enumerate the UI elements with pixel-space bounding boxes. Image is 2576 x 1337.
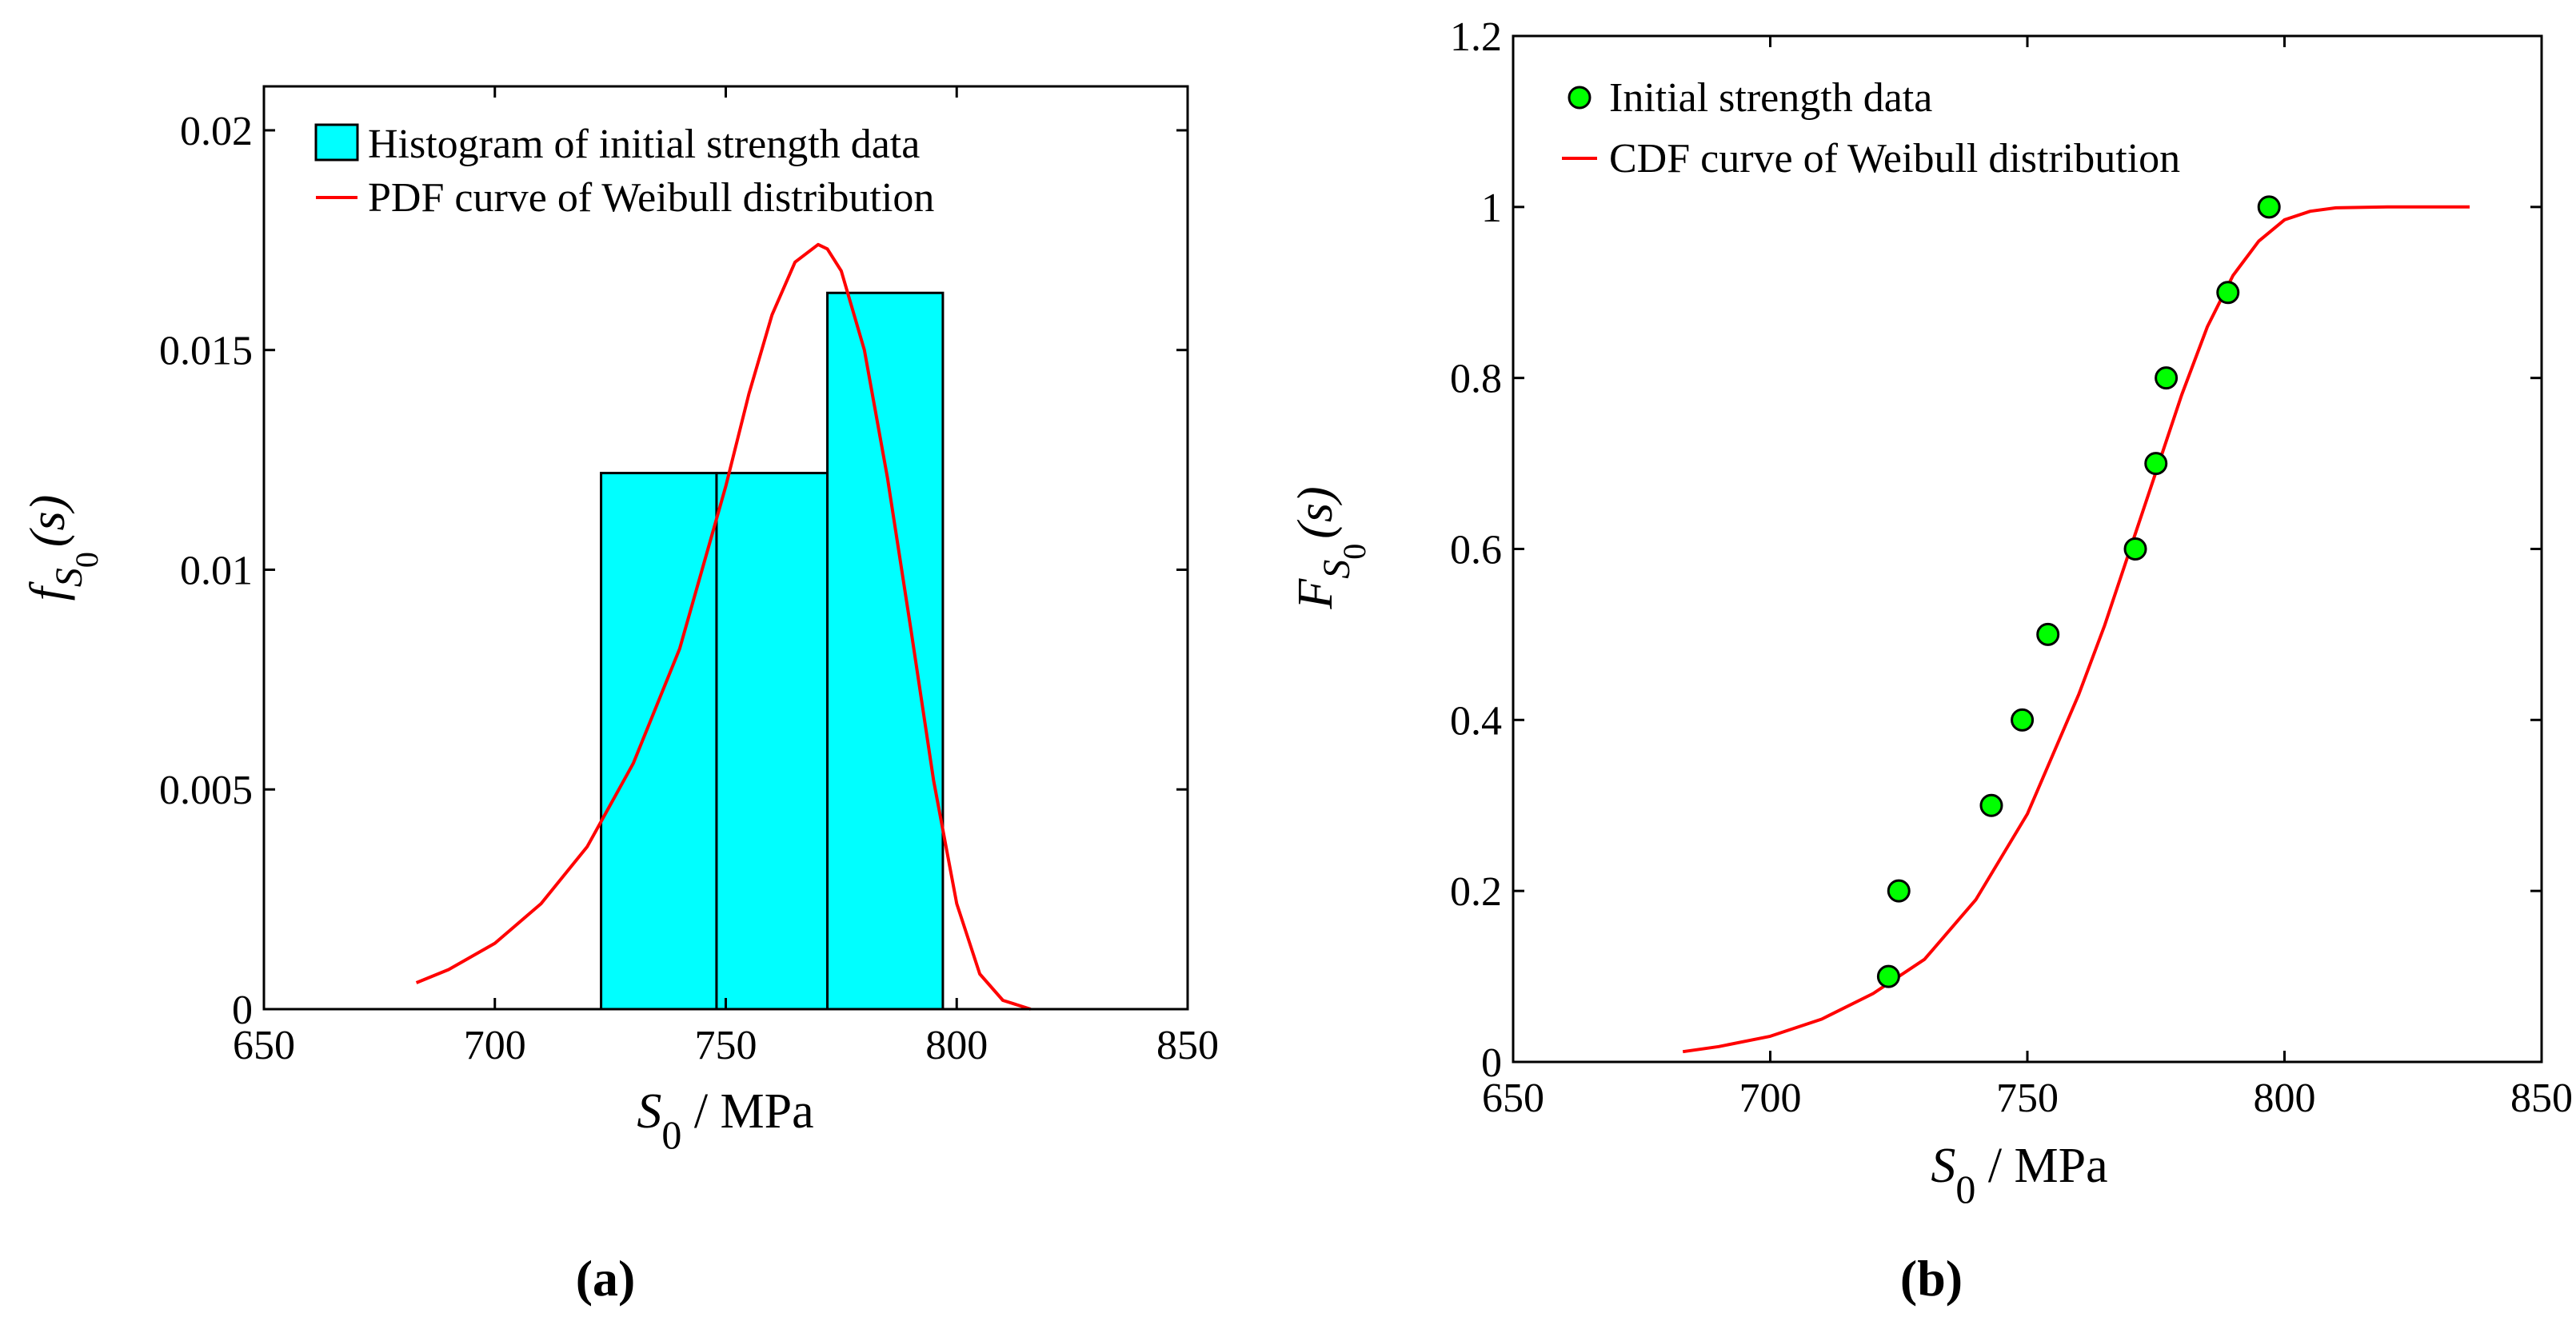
y-tick-label: 0.015 (159, 329, 253, 374)
x-axis-label-unit: / MPa (1975, 1139, 2107, 1193)
y-axis-label-arg: (s) (21, 495, 75, 547)
panel-caption-b: (b) (1900, 1250, 1963, 1307)
histogram-bar-1 (600, 472, 718, 1011)
x-tick-label: 850 (1156, 1023, 1219, 1068)
data-point (2123, 537, 2147, 561)
x-tick-label: 700 (1739, 1076, 1802, 1121)
y-tick-label: 1.2 (1450, 14, 1502, 60)
y-tick-label: 0.005 (159, 768, 253, 813)
x-tick-label: 750 (1996, 1076, 2059, 1121)
x-axis-label-subscript: 0 (1955, 1167, 1975, 1211)
legend-marker (1568, 86, 1592, 110)
x-tick-label: 750 (695, 1023, 757, 1068)
y-tick-label: 0.6 (1450, 528, 1502, 573)
y-tick-label: 0.02 (180, 109, 253, 154)
ticks-b: 650 700 750 800 850 0 0.2 0.4 0.6 0.8 1 1.2 (1450, 14, 2573, 1121)
data-point (2144, 452, 2168, 476)
y-axis-label-sub2: 0 (69, 552, 105, 568)
data-point (2011, 708, 2035, 732)
x-tick-label: 700 (464, 1023, 526, 1068)
panel-b: 650 700 750 800 850 0 0.2 0.4 0.6 0.8 1 1.2 Initial… (1288, 14, 2573, 1307)
y-tick-label: 0.2 (1450, 869, 1502, 915)
y-tick-label: 0.01 (180, 548, 253, 593)
x-axis-label-unit: / MPa (681, 1084, 813, 1139)
data-point (1979, 793, 2003, 817)
legend-a: Histogram of initial strength data PDF c… (314, 122, 934, 221)
x-axis-label-b: S0 / MPa (1931, 1139, 2107, 1211)
y-tick-label: 0.8 (1450, 357, 1502, 402)
legend-pdf-label: PDF curve of Weibull distribution (368, 175, 934, 221)
ticks-a: 650 700 750 800 850 0 0.005 0.01 0.015 0.02 (159, 86, 1219, 1068)
histogram-bars (600, 291, 945, 1011)
y-axis-label-arg: (s) (1288, 486, 1343, 538)
x-tick-label: 800 (2254, 1076, 2316, 1121)
y-tick-label: 0 (232, 988, 253, 1033)
data-points (1876, 195, 2281, 988)
plot-frame-b (1512, 34, 2543, 1064)
panel-a: 650 700 750 800 850 0 0.005 0.01 0.015 0.02 Histo… (21, 85, 1219, 1307)
data-point (1876, 964, 1900, 988)
cdf-curve-group (1682, 205, 2470, 1054)
legend-histogram-label: Histogram of initial strength data (368, 122, 920, 167)
weibull-cdf-curve (1682, 205, 2470, 1054)
x-axis-label-main: S (637, 1084, 661, 1139)
x-axis-label-a: S0 / MPa (637, 1084, 813, 1157)
data-point (2036, 622, 2060, 646)
x-tick-label: 850 (2510, 1076, 2573, 1121)
panel-caption-a: (a) (576, 1250, 636, 1307)
x-tick-label: 800 (925, 1023, 988, 1068)
x-tick-label: 650 (233, 1023, 295, 1068)
y-axis-label-main: F (1288, 578, 1343, 610)
data-point (1887, 879, 1911, 903)
y-tick-label: 0.4 (1450, 698, 1502, 744)
y-axis-label-sub2: 0 (1336, 544, 1372, 560)
y-tick-label: 0 (1481, 1040, 1502, 1086)
data-point (2257, 195, 2281, 219)
weibull-pdf-curve (415, 242, 1032, 1011)
x-axis-label-subscript: 0 (661, 1112, 681, 1157)
data-point (2216, 281, 2240, 305)
histogram-bar-2 (715, 472, 829, 1011)
y-tick-label: 1 (1481, 186, 1502, 231)
x-tick-label: 650 (1482, 1076, 1544, 1121)
y-axis-label-a: fS0(s) (21, 495, 105, 601)
histogram-bar-3 (826, 291, 945, 1011)
data-point (2155, 366, 2179, 390)
legend-histogram-swatch (314, 123, 359, 162)
y-axis-label-sub1: S (1316, 560, 1358, 579)
legend-cdf-label: CDF curve of Weibull distribution (1609, 136, 2180, 182)
legend-b: Initial strength data CDF curve of Weibu… (1562, 75, 2180, 182)
x-axis-label-main: S (1931, 1139, 1955, 1193)
y-axis-label-sub1: S (48, 568, 90, 587)
legend-data-label: Initial strength data (1609, 75, 1932, 121)
pdf-curve-group (415, 242, 1032, 1011)
y-axis-label-b: FS0 (s) (1288, 486, 1372, 609)
